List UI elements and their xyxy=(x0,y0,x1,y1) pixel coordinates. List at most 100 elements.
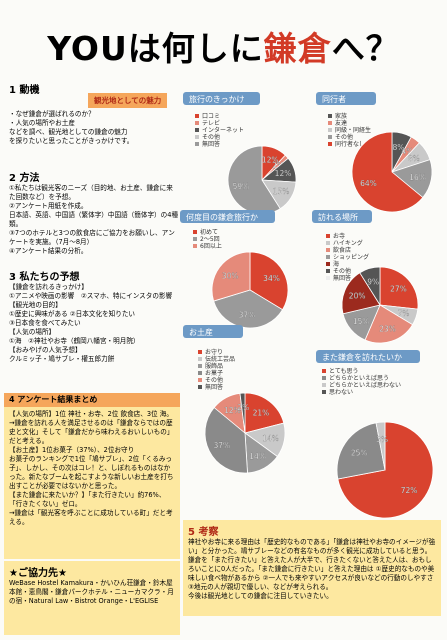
chart-title: 同行者 xyxy=(322,94,346,104)
text-line: ③日本食を食べてみたい xyxy=(9,319,81,327)
legend-swatch xyxy=(328,142,332,146)
legend-swatch xyxy=(198,385,202,389)
chart-header xyxy=(183,325,243,338)
legend-label: 無回答 xyxy=(202,140,220,148)
legend-swatch xyxy=(322,369,326,373)
chart-header xyxy=(312,210,372,223)
legend-swatch xyxy=(326,262,330,266)
section-body: 神社やお寺に来る理由は「歴史的なものである」「鎌倉は神社やお寺のイメージが強い」… xyxy=(188,538,436,601)
legend-label: 家族 xyxy=(335,112,347,120)
text-line: 【鎌倉を訪れるきっかけ】 xyxy=(9,283,88,291)
slice-label: 2% xyxy=(272,161,284,170)
legend-swatch xyxy=(195,121,199,125)
legend-label: どちらかといえば思わない xyxy=(329,381,401,389)
chart-title: また鎌倉を訪れたいか xyxy=(322,352,402,362)
text-line: →鎌倉は「観光客を呼ぶことに成功している町」だと考える。 xyxy=(9,509,173,526)
section-heading: ★ご協力先★ xyxy=(9,568,67,579)
legend-swatch xyxy=(193,244,197,248)
text-line: ②アンケート用紙を作成。 xyxy=(9,202,88,210)
section-heading: 3 私たちの予想 xyxy=(9,272,80,283)
section-tag: 観光地としての魅力 xyxy=(88,93,168,108)
legend-swatch xyxy=(328,114,332,118)
legend-swatch xyxy=(326,241,330,245)
pie-slice xyxy=(337,421,434,519)
chart-title: 訪れる場所 xyxy=(318,212,358,222)
chart-header xyxy=(180,210,275,223)
section-heading: 4 アンケート結果まとめ xyxy=(9,395,98,404)
text-line: 【また鎌倉に来たいか？】「また行きたい」約76%、「行きたくない」ゼロ。 xyxy=(9,491,166,508)
legend-label: 2〜5回 xyxy=(200,236,220,243)
section-body: ・なぜ鎌倉が選ばれるのか？ ・人気の場所やお土産 などを調べ、観光地としての鎌倉の魅… xyxy=(9,110,179,146)
pie-slice xyxy=(244,392,285,434)
legend-swatch xyxy=(322,376,326,380)
legend-label: 飲食店 xyxy=(333,246,351,254)
legend-label: 同行者なし xyxy=(335,140,365,148)
pie-slice xyxy=(211,251,251,302)
legend-label: 6回以上 xyxy=(200,242,222,250)
legend-label: ハイキング xyxy=(333,239,363,247)
title: YOUは何しに鎌倉へ？ xyxy=(0,22,447,70)
title-text: YOUは何しに xyxy=(47,29,264,68)
slice-label: 37% xyxy=(213,441,230,450)
text-line: ①アニメや映画の影響 ②スマホ、特にインスタの影響 xyxy=(9,292,173,300)
slice-label: 25% xyxy=(351,448,368,457)
legend-label: 同級・同経生 xyxy=(335,126,371,134)
section-heading: 5 考察 xyxy=(188,527,219,538)
slice-label: 14% xyxy=(249,452,266,461)
legend-swatch xyxy=(326,234,330,238)
section: 5 考察 神社やお寺に来る理由は「歴史的なものである」「鎌倉は神社やお寺のイメージ… xyxy=(183,520,441,616)
legend-swatch xyxy=(322,383,326,387)
legend-label: お守り xyxy=(205,348,223,356)
text-line: 【人気の場所】1位 神社・お寺、2位 飲食店、3位 海。 xyxy=(9,410,173,418)
legend-label: その他 xyxy=(202,133,220,141)
legend-swatch xyxy=(326,269,330,273)
pie-slice xyxy=(239,392,246,434)
slice-label: 12% xyxy=(224,406,241,415)
section: 1 動機 ・なぜ鎌倉が選ばれるのか？ ・人気の場所やお土産 などを調べ、観光地としての… xyxy=(4,78,184,149)
legend-swatch xyxy=(195,142,199,146)
legend-label: 海 xyxy=(333,260,339,268)
legend-label: とても思う xyxy=(329,368,359,375)
legend-label: テレビ xyxy=(202,119,220,127)
slice-label: 34% xyxy=(263,274,280,283)
legend-swatch xyxy=(193,237,197,241)
legend-label: その他 xyxy=(205,376,223,384)
legend-swatch xyxy=(198,357,202,361)
slice-label: 59% xyxy=(232,182,249,191)
legend-swatch xyxy=(322,390,326,394)
slice-label: 15% xyxy=(353,317,370,326)
text-line: 神社やお寺に来る理由は「歴史的なものである」「鎌倉は神社やお寺のイメージが強い」… xyxy=(188,538,436,555)
legend-label: 口コミ xyxy=(202,113,220,120)
legend-swatch xyxy=(328,135,332,139)
legend-label: 服飾品 xyxy=(205,362,223,370)
section-body: ①私たちは観光客のニーズ（目的地、お土産、鎌倉に来た回数など）を予想。 ②アンケー… xyxy=(9,184,179,256)
text-line: クルミッ子・鳩サブレ・權五郎力餅 xyxy=(9,355,115,363)
slice-label: 9% xyxy=(367,277,379,286)
slice-label: 30% xyxy=(222,271,239,280)
slice-label: 7% xyxy=(397,309,409,318)
legend-swatch xyxy=(326,248,330,252)
legend-swatch xyxy=(195,114,199,118)
chart-header xyxy=(183,92,260,105)
legend-swatch xyxy=(195,135,199,139)
section: ★ご協力先★ WeBase Hostel Kamakura・かいひん荘鎌倉・鈴木屋… xyxy=(4,561,180,635)
text-line: ・人気の場所やお土産 xyxy=(9,119,75,127)
text-line: WeBase Hostel Kamakura・かいひん荘鎌倉・鈴木屋本館・恵鳥閣… xyxy=(9,579,174,605)
text-line: ・なぜ鎌倉が選ばれるのか？ xyxy=(9,110,95,118)
legend-label: 伝統工芸品 xyxy=(205,355,235,363)
pie-slice xyxy=(351,131,424,213)
legend-swatch xyxy=(328,121,332,125)
text-line: 【おみやげの人気予想】 xyxy=(9,346,82,354)
slice-label: 14% xyxy=(262,434,279,443)
text-line: 日本語、英語、中国語（繁体字）中国語（簡体字）の4種類。 xyxy=(9,211,179,228)
section: 3 私たちの予想 【鎌倉を訪れるきっかけ】 ①アニメや映画の影響 ②スマホ、特にイン… xyxy=(4,265,184,367)
slice-label: 72% xyxy=(401,486,418,495)
pie-slice xyxy=(213,289,284,329)
slice-label: 27% xyxy=(390,285,407,294)
section-heading: 2 方法 xyxy=(9,173,40,184)
text-line: などを調べ、観光地としての鎌倉の魅力 xyxy=(9,128,128,136)
legend-label: どちらかといえば思う xyxy=(329,374,389,382)
text-line: 【お土産】1位お菓子（37%）、2位お守り xyxy=(9,446,135,454)
